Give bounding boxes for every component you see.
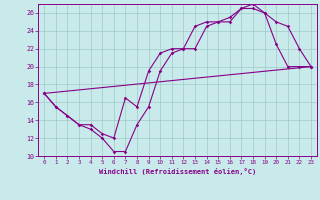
- X-axis label: Windchill (Refroidissement éolien,°C): Windchill (Refroidissement éolien,°C): [99, 168, 256, 175]
